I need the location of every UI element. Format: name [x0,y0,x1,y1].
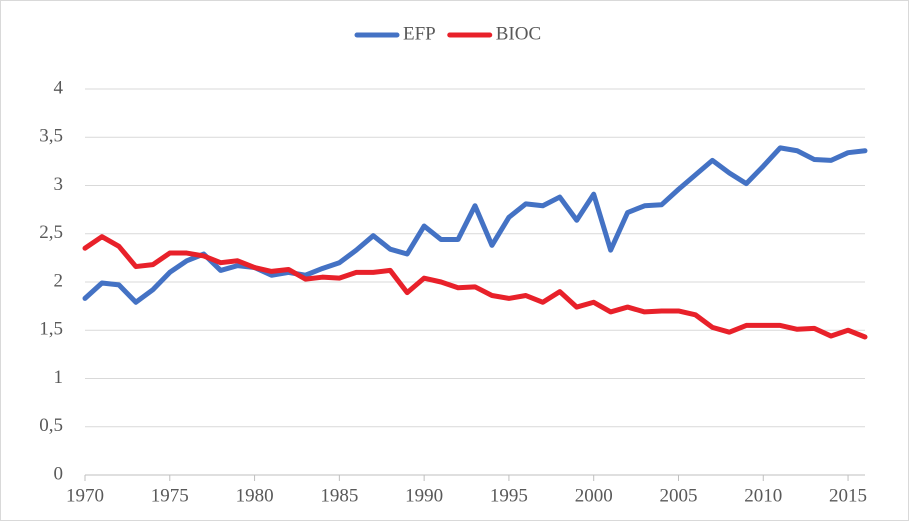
x-tick-label: 2015 [829,485,867,506]
y-tick-label: 2,5 [39,222,63,243]
x-tick-label: 1975 [151,485,189,506]
y-tick-label: 1,5 [39,319,63,340]
y-tick-label: 2 [54,270,64,291]
y-tick-label: 4 [54,77,64,98]
y-tick-label: 1 [54,367,64,388]
y-tick-label: 3,5 [39,126,63,147]
y-tick-label: 0,5 [39,415,63,436]
y-tick-label: 0 [54,463,64,484]
series-line [82,145,868,305]
x-tick-label: 1970 [66,485,104,506]
x-tick-label: 1990 [405,485,443,506]
x-tick-label: 2010 [744,485,782,506]
x-tick-label: 1995 [490,485,528,506]
legend-label: BIOC [496,23,541,44]
y-tick-label: 3 [54,174,64,195]
x-tick-label: 1980 [236,485,274,506]
x-tick-label: 1985 [320,485,358,506]
x-tick-label: 2005 [659,485,697,506]
series-line [82,234,868,340]
x-tick-label: 2000 [575,485,613,506]
legend-label: EFP [403,23,436,44]
